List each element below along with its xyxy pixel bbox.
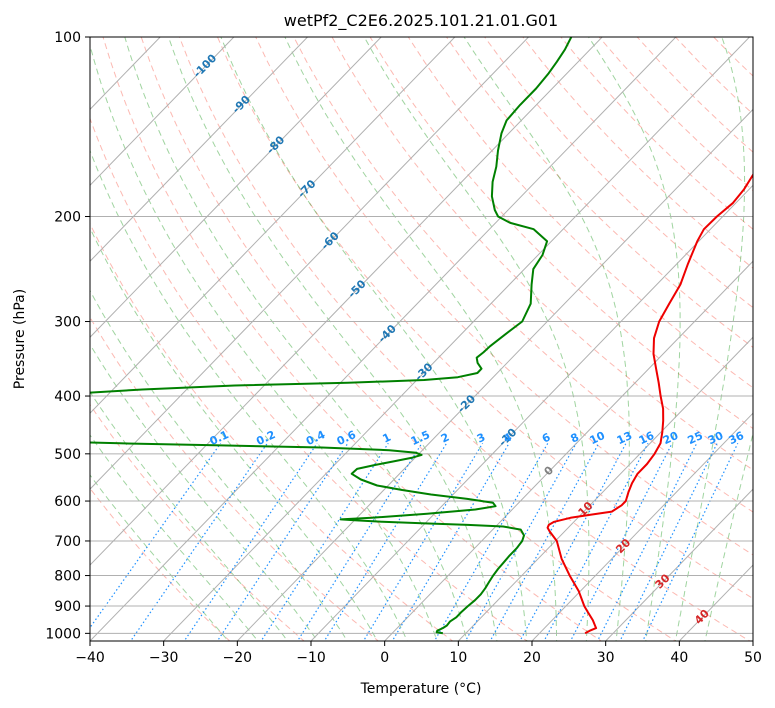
mixing-ratio-label: 36: [727, 429, 747, 447]
axis-ticks: −40 −30 −20 −10 0 10 20 30 40 50 100 200 300 400 500 60…: [45, 30, 762, 666]
isotherm-line: [90, 37, 530, 490]
x-tick-label: 30: [597, 650, 615, 666]
moist-adiabat-line: [168, 37, 498, 641]
isotherm-line: [162, 37, 751, 641]
dry-adiabat-line: [369, 37, 753, 430]
mixing-ratio-line: [619, 442, 718, 641]
y-tick-label: 200: [54, 210, 81, 226]
chart-series: [90, 37, 753, 635]
moist-adiabat-line: [363, 37, 590, 641]
dry-adiabat-line: [90, 222, 454, 641]
moist-adiabat-line: [90, 226, 378, 641]
moist-adiabat-line: [90, 474, 229, 641]
mixing-ratio-line: [183, 442, 318, 641]
mixing-ratio-line: [362, 442, 484, 641]
isotherm-line: [531, 412, 753, 641]
x-tick-label: 20: [523, 650, 541, 666]
isotherm-line: [90, 37, 309, 262]
chart-title: wetPf2_C2E6.2025.101.21.01.G01: [284, 11, 558, 31]
mixing-ratio-label: 10: [588, 429, 608, 447]
isotherm-line: [457, 336, 753, 641]
y-tick-label: 900: [54, 599, 81, 615]
isotherm-line: [90, 37, 603, 566]
mixing-ratio-line: [129, 442, 268, 641]
isotherm-line: [90, 37, 677, 641]
plot-frame: [89, 36, 754, 642]
y-tick-label: 500: [54, 447, 81, 463]
y-tick-label: 400: [54, 389, 81, 405]
isotherm-line: [90, 37, 235, 187]
temperature-profile-line: [546, 172, 753, 635]
x-axis-label: Temperature (°C): [360, 681, 482, 697]
isotherm-line: [604, 488, 753, 641]
y-tick-label: 700: [54, 534, 81, 550]
x-tick-label: −40: [75, 650, 105, 666]
dry-adiabat-line: [293, 37, 753, 513]
dewpoint-profile-line: [90, 37, 573, 635]
mixing-ratio-label: 13: [615, 429, 634, 447]
isotherm-line: [383, 260, 753, 641]
x-tick-label: 10: [449, 650, 467, 666]
mixing-ratio-label: 16: [637, 429, 657, 447]
moist-adiabat-line: [588, 37, 681, 641]
moist-adiabat-line: [284, 37, 558, 641]
moist-adiabat-line: [220, 37, 528, 641]
dry-adiabat-line: [446, 37, 753, 348]
y-tick-label: 800: [54, 569, 81, 585]
mixing-ratio-line: [489, 442, 600, 641]
isotherm-line: [310, 184, 753, 641]
isotherm-line: [90, 37, 382, 338]
moist-adiabat-line: [90, 390, 289, 641]
mixing-ratio-line: [260, 442, 389, 641]
mixing-ratio-line: [433, 442, 549, 641]
x-tick-label: −10: [296, 650, 326, 666]
x-tick-label: −30: [149, 650, 179, 666]
moist-adiabat-line: [90, 43, 438, 641]
mixing-ratio-label: 20: [661, 429, 681, 447]
dry-adiabat-line: [407, 37, 753, 389]
mixing-ratio-line: [642, 442, 739, 641]
y-axis-label: Pressure (hPa): [12, 289, 28, 389]
moist-adiabat-line: [463, 37, 630, 641]
y-tick-label: 100: [54, 30, 81, 46]
mixing-ratio-label: 30: [706, 429, 726, 447]
mixing-ratio-label: 25: [686, 429, 705, 447]
y-tick-label: 600: [54, 494, 81, 510]
moist-adiabat-line: [90, 343, 319, 641]
moist-adiabat-line: [90, 434, 259, 641]
mixing-ratio-line: [90, 442, 222, 629]
isotherm-line: [90, 37, 456, 414]
mixing-ratio-line: [216, 442, 349, 641]
x-tick-label: 40: [670, 650, 688, 666]
dry-adiabat-line: [331, 37, 753, 471]
x-tick-label: 50: [744, 650, 762, 666]
isotherm-line: [236, 108, 753, 641]
dry-adiabat-line: [255, 37, 753, 556]
dry-adiabat-line: [140, 37, 677, 641]
mixing-ratio-line: [391, 442, 510, 641]
y-tick-label: 1000: [45, 626, 81, 642]
moist-adiabat-line: [90, 289, 348, 641]
mixing-ratio-line: [596, 442, 698, 641]
moist-adiabat-line: [704, 431, 753, 641]
x-tick-label: 0: [380, 650, 389, 666]
moist-adiabat-line: [674, 37, 746, 641]
y-tick-label: 300: [54, 315, 81, 331]
x-tick-label: −20: [223, 650, 253, 666]
dry-adiabat-line: [217, 37, 753, 600]
